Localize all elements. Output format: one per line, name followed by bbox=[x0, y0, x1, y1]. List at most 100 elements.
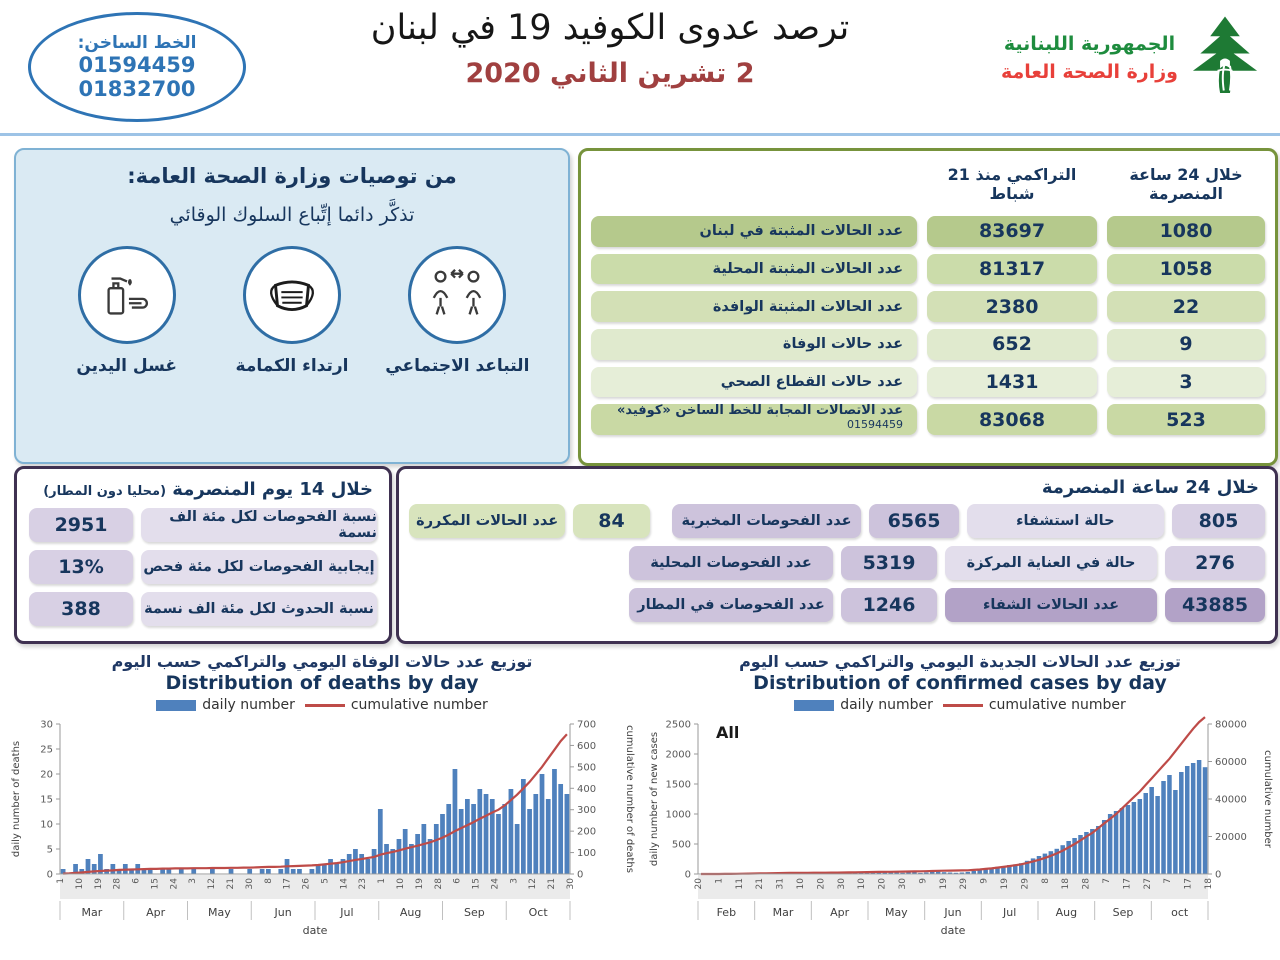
svg-text:Apr: Apr bbox=[830, 906, 850, 919]
svg-text:12: 12 bbox=[528, 878, 538, 889]
svg-text:2500: 2500 bbox=[666, 720, 691, 731]
daily-bar bbox=[483, 794, 489, 874]
svg-text:Mar: Mar bbox=[81, 906, 102, 919]
svg-text:28: 28 bbox=[434, 878, 444, 890]
daily-bar bbox=[545, 799, 551, 874]
daily-bar bbox=[390, 849, 396, 874]
cases-plot: 0 500 1000 1500 2000 2500 0 20000 40000 60000 8000… bbox=[649, 716, 1273, 937]
ministry-name-line2: وزارة الصحة العامة bbox=[1000, 61, 1178, 83]
svg-text:Sep: Sep bbox=[1113, 906, 1134, 919]
svg-text:28: 28 bbox=[113, 878, 123, 890]
svg-text:17: 17 bbox=[1184, 878, 1194, 889]
daily-bar bbox=[1072, 838, 1077, 874]
value-24h: 523 bbox=[1107, 404, 1265, 435]
chart-legend: daily number cumulative number bbox=[8, 694, 636, 716]
svg-text:date: date bbox=[941, 924, 966, 937]
page-title: ترصد عدوى الكوفيد 19 في لبنان bbox=[370, 8, 850, 48]
svg-text:21: 21 bbox=[547, 878, 557, 889]
svg-text:20: 20 bbox=[40, 770, 53, 781]
daily-bar bbox=[1202, 767, 1208, 874]
svg-text:daily number of deaths: daily number of deaths bbox=[11, 741, 22, 857]
svg-text:May: May bbox=[885, 906, 908, 919]
svg-text:Oct: Oct bbox=[529, 906, 549, 919]
svg-text:5: 5 bbox=[47, 845, 53, 856]
svg-text:500: 500 bbox=[577, 762, 596, 773]
svg-text:15: 15 bbox=[150, 878, 160, 889]
daily-bar bbox=[1066, 841, 1071, 874]
svg-text:24: 24 bbox=[490, 878, 500, 890]
svg-text:1500: 1500 bbox=[666, 780, 691, 791]
daily-bar bbox=[1190, 763, 1196, 874]
recommendations-card: من توصيات وزارة الصحة العامة: تذكَّر دائ… bbox=[14, 148, 570, 464]
daily-bar bbox=[1173, 790, 1178, 874]
cases-chart-title-ar: توزيع عدد الحالات الجديدة اليومي والتراك… bbox=[739, 652, 1181, 671]
daily-bar bbox=[1167, 775, 1172, 874]
daily-bar bbox=[1078, 835, 1083, 874]
daily-bar bbox=[402, 829, 408, 874]
stats-14day-card: خلال 14 يوم المنصرمة (محليا دون المطار) … bbox=[14, 466, 392, 644]
daily-bar bbox=[1054, 848, 1060, 874]
svg-text:30: 30 bbox=[566, 878, 576, 890]
daily-bar bbox=[129, 869, 134, 874]
svg-text:26: 26 bbox=[302, 878, 312, 890]
hotline-number-1: 01594459 bbox=[78, 52, 196, 77]
deaths-chart: توزيع عدد حالات الوفاة اليومي والتراكمي … bbox=[8, 652, 636, 956]
daily-bar bbox=[384, 844, 389, 874]
svg-text:cumulative number: cumulative number bbox=[1262, 750, 1273, 849]
value-24h: 3 bbox=[1107, 366, 1265, 398]
daily-bar bbox=[941, 872, 947, 874]
row-label: عدد حالات الوفاة bbox=[591, 328, 917, 360]
stat-row: إيجابية الفحوصات لكل مئة فحص 13% bbox=[29, 550, 377, 584]
daily-bar bbox=[247, 869, 253, 874]
cases-chart-title-en: Distribution of confirmed cases by day bbox=[753, 672, 1167, 694]
svg-text:9: 9 bbox=[918, 878, 928, 884]
daily-bar bbox=[912, 872, 917, 874]
daily-bar bbox=[1007, 865, 1012, 874]
row-label: عدد الاتصالات المجابة للخط الساخن «كوفيد… bbox=[591, 404, 917, 435]
row-label: عدد الحالات المثبتة المحلية bbox=[591, 253, 917, 285]
daily-bar bbox=[989, 868, 994, 874]
daily-bar bbox=[1184, 766, 1190, 874]
daily-bar bbox=[900, 872, 905, 874]
svg-text:cumulative number of deaths: cumulative number of deaths bbox=[624, 725, 635, 873]
daily-bar bbox=[297, 869, 302, 874]
svg-text:20000: 20000 bbox=[1215, 832, 1247, 843]
value-24h: 22 bbox=[1107, 291, 1265, 322]
daily-bar bbox=[116, 869, 122, 874]
svg-text:700: 700 bbox=[577, 720, 596, 731]
svg-text:Jun: Jun bbox=[943, 906, 961, 919]
svg-text:17: 17 bbox=[283, 878, 293, 889]
daily-bar bbox=[141, 869, 147, 874]
confirmed-cases-chart: توزيع عدد الحالات الجديدة اليومي والتراك… bbox=[646, 652, 1274, 956]
daily-bar bbox=[1084, 832, 1089, 874]
svg-text:40000: 40000 bbox=[1215, 795, 1247, 806]
daily-bar bbox=[396, 839, 402, 874]
hotline-label: الخط الساخن: bbox=[77, 32, 197, 53]
recommendation-label: التباعد الاجتماعي bbox=[385, 356, 530, 376]
cases-summary-card: خلال 24 ساعة المنصرمة التراكمي منذ 21 شب… bbox=[578, 148, 1278, 466]
svg-text:3: 3 bbox=[509, 878, 519, 884]
daily-bar bbox=[371, 849, 377, 874]
daily-bar bbox=[98, 854, 103, 874]
daily-bar bbox=[906, 872, 911, 874]
daily-bar bbox=[321, 864, 327, 874]
svg-text:60000: 60000 bbox=[1215, 757, 1247, 768]
stat-row: نسبة الحدوث لكل مئة الف نسمة 388 bbox=[29, 592, 377, 626]
cumulative-line bbox=[63, 733, 568, 875]
daily-bar bbox=[1013, 864, 1018, 874]
daily-bar bbox=[502, 804, 508, 874]
svg-text:7: 7 bbox=[1102, 878, 1112, 884]
cumulative-number-swatch bbox=[942, 703, 983, 707]
daily-bar bbox=[1196, 760, 1202, 874]
daily-bar bbox=[520, 779, 526, 874]
svg-text:7: 7 bbox=[1163, 878, 1173, 884]
daily-bar bbox=[365, 859, 371, 874]
daily-bar bbox=[409, 844, 414, 874]
column-header-24h: خلال 24 ساعة المنصرمة bbox=[1129, 164, 1243, 203]
chart-annotation: All bbox=[716, 723, 739, 742]
svg-text:10: 10 bbox=[396, 878, 406, 890]
svg-text:20: 20 bbox=[694, 878, 704, 890]
row-label: عدد الحالات المثبتة الوافدة bbox=[591, 291, 917, 322]
daily-bar bbox=[1143, 793, 1148, 874]
